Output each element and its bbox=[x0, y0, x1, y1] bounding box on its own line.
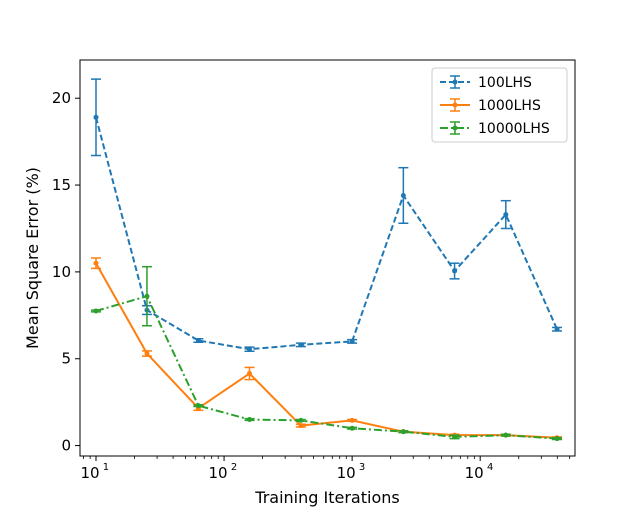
data-point bbox=[298, 342, 304, 348]
data-point bbox=[247, 346, 253, 352]
legend-box bbox=[431, 67, 568, 143]
series-line bbox=[95, 295, 558, 440]
x-axis-label: Training Iterations bbox=[254, 488, 399, 507]
legend-marker bbox=[452, 102, 458, 108]
x-tick-exponent: 3 bbox=[359, 462, 365, 473]
y-tick-label: 20 bbox=[52, 89, 71, 107]
y-tick-label: 10 bbox=[52, 263, 71, 281]
data-point bbox=[503, 432, 509, 438]
data-point bbox=[400, 429, 406, 435]
data-point bbox=[349, 417, 355, 423]
series-1000LHS bbox=[90, 257, 563, 441]
series-100LHS bbox=[90, 78, 563, 353]
y-axis-label: Mean Square Error (%) bbox=[23, 167, 42, 349]
x-tick-label: 10 bbox=[80, 464, 99, 482]
x-tick-exponent: 4 bbox=[487, 462, 493, 473]
y-tick-label: 15 bbox=[52, 176, 71, 194]
series-layer bbox=[90, 78, 563, 442]
data-point bbox=[195, 338, 201, 343]
legend-marker bbox=[452, 125, 458, 131]
x-tick-exponent: 2 bbox=[231, 462, 237, 473]
data-point bbox=[93, 308, 99, 314]
axes-frame bbox=[79, 59, 576, 457]
data-point bbox=[298, 417, 304, 423]
data-point bbox=[247, 417, 253, 423]
x-tick-label: 10 bbox=[337, 464, 356, 482]
data-point bbox=[144, 293, 150, 299]
data-point bbox=[452, 434, 458, 440]
data-point bbox=[452, 268, 458, 274]
legend-label: 10000LHS bbox=[478, 121, 550, 137]
data-point bbox=[503, 212, 509, 218]
data-point bbox=[349, 425, 355, 431]
x-tick-exponent: 1 bbox=[103, 462, 109, 473]
y-axis-ticks: 0 5 10 15 20 bbox=[52, 89, 80, 455]
legend: 100LHS 1000LHS 10000LHS bbox=[431, 67, 568, 143]
series-line bbox=[95, 262, 558, 439]
y-tick-label: 5 bbox=[61, 350, 71, 368]
legend-label: 100LHS bbox=[478, 75, 532, 91]
legend-label: 1000LHS bbox=[478, 98, 541, 114]
series-10000LHS bbox=[90, 265, 563, 442]
data-point bbox=[144, 351, 150, 357]
legend-marker bbox=[452, 79, 458, 85]
data-point bbox=[554, 326, 560, 332]
data-point bbox=[93, 114, 99, 120]
data-point bbox=[554, 436, 560, 442]
data-point bbox=[349, 338, 355, 344]
x-axis-ticks: 10 1 10 2 10 3 10 4 bbox=[80, 456, 571, 482]
series-line bbox=[95, 117, 558, 351]
x-tick-label: 10 bbox=[209, 464, 228, 482]
y-tick-label: 0 bbox=[61, 437, 71, 455]
data-point bbox=[298, 423, 304, 429]
data-point bbox=[195, 403, 201, 409]
data-point bbox=[93, 260, 99, 266]
x-tick-label: 10 bbox=[465, 464, 484, 482]
data-point bbox=[247, 371, 253, 376]
data-point bbox=[400, 192, 406, 198]
